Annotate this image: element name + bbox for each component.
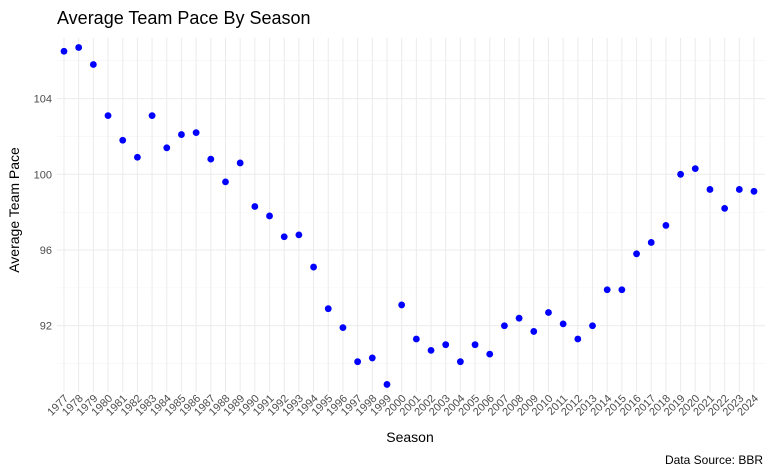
data-point — [398, 301, 406, 309]
data-point — [735, 186, 743, 193]
data-point — [486, 350, 494, 358]
data-point — [148, 112, 156, 120]
data-point — [339, 324, 347, 332]
data-point — [324, 305, 332, 313]
data-point — [633, 250, 640, 258]
data-point — [501, 322, 508, 330]
data-point — [545, 309, 552, 316]
data-point — [89, 61, 97, 68]
data-point — [295, 231, 303, 239]
data-point — [222, 178, 229, 186]
data-point — [251, 203, 259, 210]
data-point — [412, 335, 420, 343]
data-point — [119, 136, 127, 144]
y-tick-label: 100 — [34, 169, 52, 181]
data-point — [662, 222, 670, 229]
data-point — [134, 153, 141, 161]
data-point — [618, 286, 626, 294]
x-axis: 1977197819791980198119821983198419851986… — [45, 393, 761, 419]
data-point — [354, 358, 362, 366]
data-point — [266, 212, 273, 220]
y-tick-label: 104 — [34, 94, 52, 106]
y-axis: 92 96 100 104 — [34, 94, 52, 333]
data-point — [163, 144, 171, 152]
data-point — [104, 112, 112, 120]
data-point — [383, 381, 391, 388]
data-point — [515, 314, 523, 322]
data-point — [368, 354, 376, 362]
data-point — [178, 131, 185, 138]
data-point — [207, 155, 215, 163]
y-tick-label: 92 — [40, 321, 52, 333]
caption: Data Source: BBR — [665, 453, 763, 467]
data-point — [574, 335, 582, 343]
data-point — [442, 341, 450, 349]
data-point — [60, 47, 68, 55]
data-point — [589, 322, 596, 330]
data-point — [647, 239, 655, 246]
data-points — [60, 44, 758, 388]
data-point — [691, 165, 699, 173]
data-point — [603, 286, 611, 294]
data-point — [236, 159, 244, 167]
data-point — [75, 44, 83, 51]
data-point — [677, 170, 684, 178]
data-point — [750, 187, 758, 195]
data-point — [721, 204, 729, 212]
x-axis-title: Season — [386, 429, 433, 445]
data-point — [310, 263, 317, 271]
data-point — [471, 341, 479, 349]
grid — [57, 38, 765, 392]
chart-title: Average Team Pace By Season — [57, 8, 311, 28]
data-point — [559, 320, 567, 328]
y-tick-label: 96 — [40, 245, 52, 257]
data-point — [192, 129, 200, 137]
y-axis-title: Average Team Pace — [6, 147, 22, 273]
data-point — [427, 346, 435, 354]
data-point — [456, 358, 464, 366]
data-point — [280, 233, 288, 241]
data-point — [530, 328, 538, 335]
data-point — [706, 186, 714, 193]
